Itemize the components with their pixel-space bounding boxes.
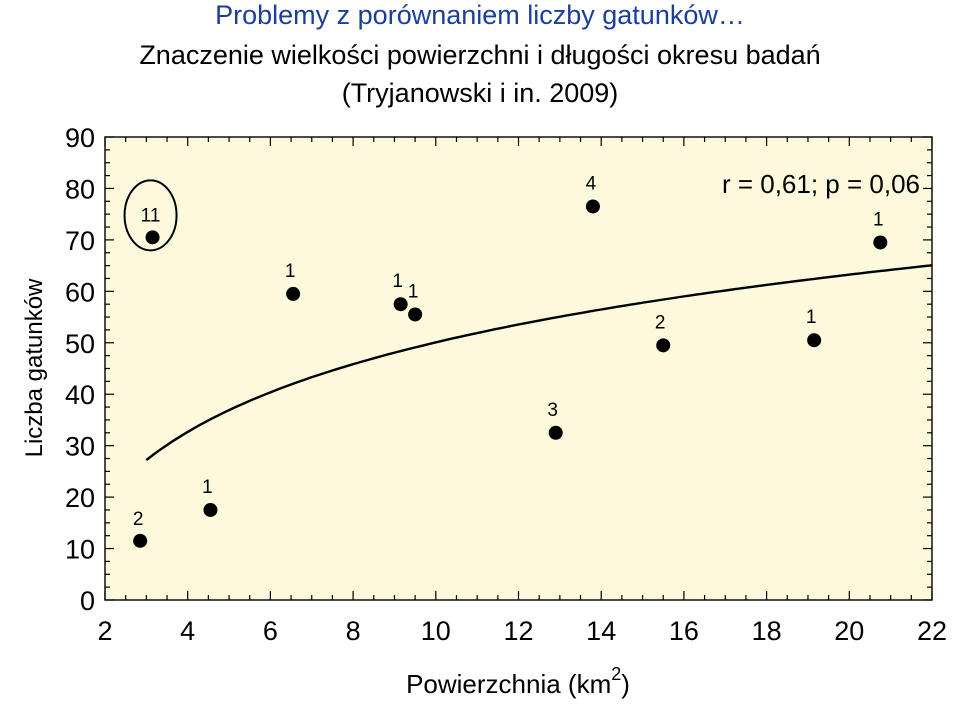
- y-tick-label: 60: [65, 277, 95, 307]
- x-tick-label: 12: [503, 616, 533, 646]
- data-point: [873, 235, 888, 250]
- chart-subtitle: Znaczenie wielkości powierzchni i długoś…: [139, 40, 821, 70]
- x-axis-label-text: Powierzchnia (km: [406, 669, 611, 699]
- point-count-label: 11: [141, 205, 161, 226]
- data-point: [548, 425, 563, 440]
- x-tick-label: 14: [586, 616, 616, 646]
- chart-citation: (Tryjanowski i in. 2009): [341, 78, 619, 108]
- x-tick-label: 2: [97, 616, 112, 646]
- x-tick-label: 6: [263, 616, 278, 646]
- data-point: [286, 286, 301, 301]
- trend-line: [145, 264, 933, 462]
- plot-area: [104, 136, 933, 601]
- data-point: [408, 307, 423, 322]
- point-count-label: 4: [586, 173, 597, 194]
- highlight-ellipse: [123, 179, 178, 252]
- x-tick-label: 4: [180, 616, 195, 646]
- x-tick-label: 16: [669, 616, 699, 646]
- x-tick-label: 10: [421, 616, 451, 646]
- point-count-label: 1: [202, 477, 213, 498]
- y-tick-label: 0: [80, 586, 95, 616]
- x-axis-label: Powierzchnia (km2): [406, 664, 630, 699]
- point-count-label: 1: [392, 271, 403, 292]
- point-count-label: 2: [655, 312, 666, 333]
- y-axis-label: Liczba gatunków: [21, 278, 48, 457]
- x-tick-label: 18: [752, 616, 782, 646]
- data-point: [807, 333, 822, 348]
- y-tick-label: 30: [65, 432, 95, 462]
- point-count-label: 1: [285, 261, 296, 282]
- data-point: [656, 338, 671, 353]
- x-axis-label-end: ): [621, 669, 630, 699]
- correlation-annotation: r = 0,61; p = 0,06: [722, 169, 920, 199]
- y-tick-label: 20: [65, 483, 95, 513]
- x-axis-label-superscript: 2: [611, 664, 621, 684]
- y-tick-label: 80: [65, 174, 95, 204]
- y-tick-label: 10: [65, 535, 95, 565]
- chart-title: Problemy z porównaniem liczby gatunków…: [215, 0, 745, 30]
- data-point: [203, 502, 218, 517]
- point-count-label: 1: [806, 307, 817, 328]
- y-tick-label: 90: [65, 123, 95, 153]
- data-point: [585, 199, 600, 214]
- data-point: [393, 297, 408, 312]
- data-point: [133, 533, 148, 548]
- x-tick-label: 22: [917, 616, 947, 646]
- x-tick-label: 20: [834, 616, 864, 646]
- data-point: [145, 230, 160, 245]
- point-count-label: 3: [547, 400, 558, 421]
- axis-ticks: [104, 136, 933, 601]
- y-tick-label: 40: [65, 380, 95, 410]
- point-count-label: 2: [133, 509, 144, 530]
- point-count-label: 1: [873, 209, 884, 230]
- point-count-label: 1: [408, 281, 419, 302]
- y-tick-label: 50: [65, 329, 95, 359]
- x-tick-label: 8: [346, 616, 361, 646]
- y-tick-label: 70: [65, 226, 95, 256]
